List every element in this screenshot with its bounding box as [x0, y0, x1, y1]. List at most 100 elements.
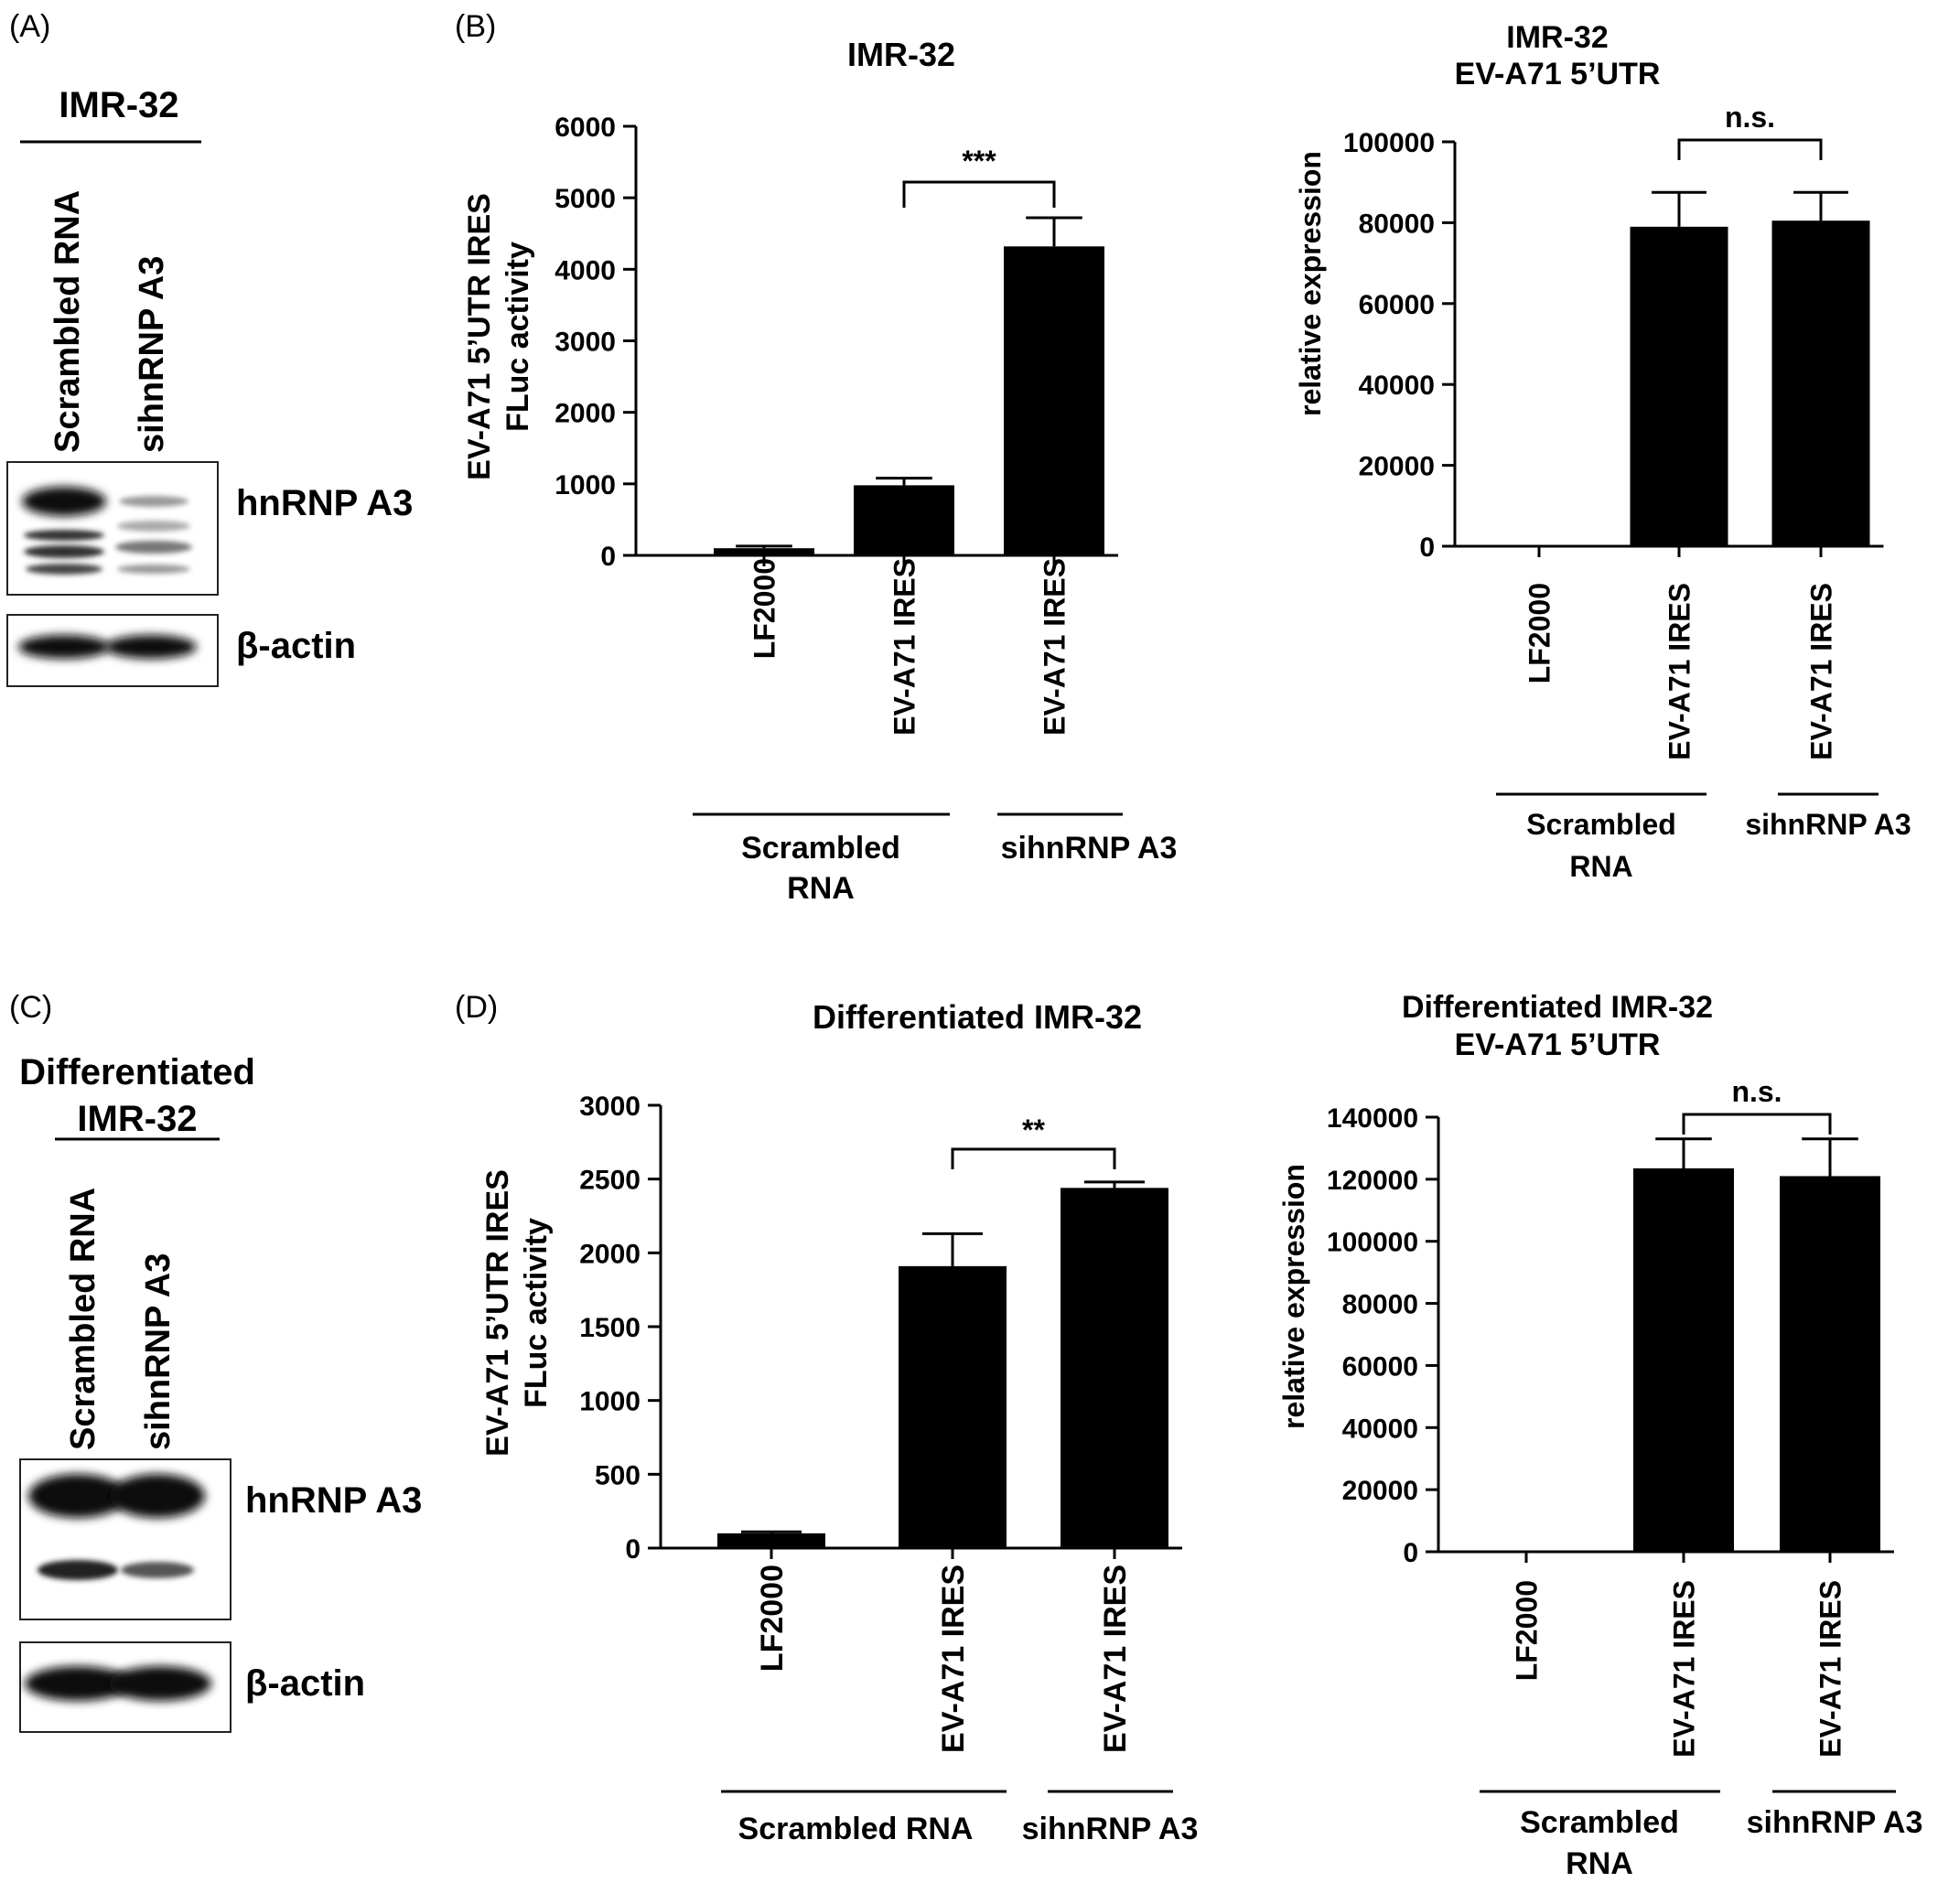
y-tick-label: 120000 — [1327, 1166, 1418, 1196]
category-label: EV-A71 IRES — [936, 1565, 971, 1753]
significance-bracket — [1677, 138, 1823, 160]
panel-c-cell-line-1: Differentiated — [19, 1052, 255, 1092]
bar — [1004, 246, 1104, 555]
panel-c-blot-label-actin: β-actin — [245, 1663, 365, 1704]
category-label: EV-A71 IRES — [888, 558, 921, 736]
panel-b-letter: (B) — [455, 9, 496, 44]
category-label: EV-A71 IRES — [1098, 1565, 1133, 1753]
y-tick-label: 5000 — [554, 184, 616, 214]
category-label: EV-A71 IRES — [1805, 583, 1838, 760]
bar — [714, 548, 814, 555]
category-label: LF2000 — [1523, 583, 1556, 683]
y-tick-label: 2500 — [579, 1166, 641, 1196]
chart-d-right-title-1: Differentiated IMR-32 — [1402, 990, 1713, 1025]
y-tick-label: 6000 — [554, 113, 616, 143]
y-tick-label: 1000 — [554, 470, 616, 500]
panel-a-actin-bands — [18, 635, 197, 659]
group-label: sihnRNP A3 — [1745, 808, 1911, 841]
group-label: Scrambled RNA — [738, 1812, 974, 1846]
panel-c-lane-label-scrambled: Scrambled RNA — [64, 1188, 102, 1450]
y-tick-label: 100000 — [1327, 1228, 1418, 1258]
y-tick-label: 500 — [595, 1460, 641, 1490]
significance-bracket — [902, 180, 1056, 208]
y-tick-label: 1000 — [579, 1387, 641, 1417]
y-tick-label: 20000 — [1342, 1476, 1418, 1506]
significance-label: *** — [962, 145, 996, 177]
chart-d-right-title-2: EV-A71 5’UTR — [1455, 1027, 1661, 1062]
panel-c-blot-label-hnrnp: hnRNP A3 — [245, 1480, 422, 1521]
group-label: sihnRNP A3 — [1747, 1805, 1923, 1840]
group-label: RNA — [787, 871, 855, 906]
bar — [1780, 1176, 1880, 1552]
chart-b-left-ylabel-2: FLuc activity — [501, 242, 535, 432]
panel-a-lane-label-sihnrnp: sihnRNP A3 — [133, 256, 171, 453]
panel-a: (A) IMR-32 Scrambled RNA sihnRNP A3 hnRN… — [6, 9, 413, 687]
y-tick-label: 20000 — [1359, 452, 1435, 482]
y-tick-label: 0 — [1419, 532, 1435, 563]
chart-d-left-ylabel-2: FLuc activity — [519, 1218, 554, 1408]
bar — [1630, 226, 1728, 546]
y-tick-label: 2000 — [579, 1239, 641, 1269]
chart-d-left-ylabel-1: EV-A71 5’UTR IRES — [480, 1169, 515, 1457]
y-tick-label: 1500 — [579, 1313, 641, 1343]
bar — [854, 485, 954, 555]
y-tick-label: 40000 — [1342, 1414, 1418, 1444]
y-tick-label: 80000 — [1342, 1290, 1418, 1320]
group-label: sihnRNP A3 — [1001, 831, 1178, 866]
chart-b-right-title-2: EV-A71 5’UTR — [1455, 57, 1661, 91]
panel-d-letter: (D) — [455, 990, 498, 1025]
y-tick-label: 140000 — [1327, 1103, 1418, 1134]
category-label: LF2000 — [748, 558, 781, 659]
panel-a-blot-label-actin: β-actin — [236, 626, 356, 666]
bar — [1771, 221, 1870, 546]
y-tick-label: 40000 — [1359, 371, 1435, 401]
category-label: LF2000 — [755, 1565, 790, 1672]
y-tick-label: 60000 — [1342, 1351, 1418, 1382]
category-label: EV-A71 IRES — [1814, 1580, 1847, 1758]
category-label: EV-A71 IRES — [1668, 1580, 1701, 1758]
panel-a-lane-label-scrambled: Scrambled RNA — [48, 190, 87, 453]
panel-c-cell-line-2: IMR-32 — [77, 1099, 197, 1139]
chart-b-left: IMR-32 EV-A71 5’UTR IRES FLuc activity 0… — [462, 36, 1177, 906]
group-label: RNA — [1566, 1846, 1633, 1881]
y-tick-label: 100000 — [1343, 128, 1435, 158]
y-tick-label: 3000 — [579, 1092, 641, 1122]
panel-a-blot-label-hnrnp: hnRNP A3 — [236, 483, 413, 523]
significance-label: n.s. — [1731, 1075, 1782, 1108]
bar — [717, 1533, 825, 1548]
category-label: EV-A71 IRES — [1663, 583, 1696, 760]
bar — [899, 1265, 1007, 1548]
chart-d-left: Differentiated IMR-32 EV-A71 5’UTR IRES … — [480, 998, 1198, 1846]
chart-b-right-ylabel: relative expression — [1294, 151, 1327, 416]
chart-d-right: Differentiated IMR-32 EV-A71 5’UTR relat… — [1277, 990, 1922, 1881]
chart-b-right-title-1: IMR-32 — [1506, 20, 1608, 55]
category-label: LF2000 — [1511, 1580, 1544, 1681]
panel-c-actin-bands — [25, 1666, 211, 1701]
significance-label: n.s. — [1725, 101, 1775, 134]
y-tick-label: 0 — [625, 1534, 641, 1565]
panel-a-letter: (A) — [9, 9, 50, 44]
bar — [1061, 1188, 1168, 1548]
chart-b-right: IMR-32 EV-A71 5’UTR relative expression … — [1294, 20, 1911, 883]
chart-b-left-ylabel-1: EV-A71 5’UTR IRES — [462, 193, 497, 480]
group-label: Scrambled — [741, 831, 900, 866]
y-tick-label: 3000 — [554, 328, 616, 358]
y-tick-label: 60000 — [1359, 290, 1435, 320]
y-tick-label: 4000 — [554, 255, 616, 285]
category-label: EV-A71 IRES — [1039, 558, 1071, 736]
group-label: Scrambled — [1520, 1805, 1679, 1840]
group-label: sihnRNP A3 — [1022, 1812, 1199, 1846]
panel-c: (C) Differentiated IMR-32 Scrambled RNA … — [9, 990, 422, 1733]
significance-bracket — [951, 1147, 1116, 1169]
y-tick-label: 80000 — [1359, 209, 1435, 239]
panel-c-hnrnp-bands — [28, 1474, 205, 1580]
group-label: RNA — [1569, 850, 1632, 883]
significance-label: ** — [1022, 1113, 1045, 1146]
y-tick-label: 2000 — [554, 399, 616, 429]
panel-a-cell-line: IMR-32 — [59, 85, 178, 125]
panel-c-lane-label-sihnrnp: sihnRNP A3 — [139, 1253, 178, 1450]
chart-d-right-ylabel: relative expression — [1277, 1164, 1310, 1429]
panel-a-hnrnp-bands — [22, 487, 192, 575]
y-tick-label: 0 — [600, 542, 616, 572]
